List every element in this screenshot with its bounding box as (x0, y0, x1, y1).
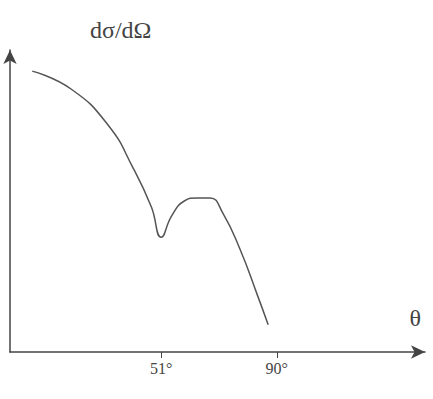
svg-text:51°: 51° (150, 360, 172, 377)
svg-text:90°: 90° (266, 360, 288, 377)
svg-text:θ: θ (410, 305, 422, 331)
svg-text:dσ/dΩ: dσ/dΩ (90, 17, 151, 43)
